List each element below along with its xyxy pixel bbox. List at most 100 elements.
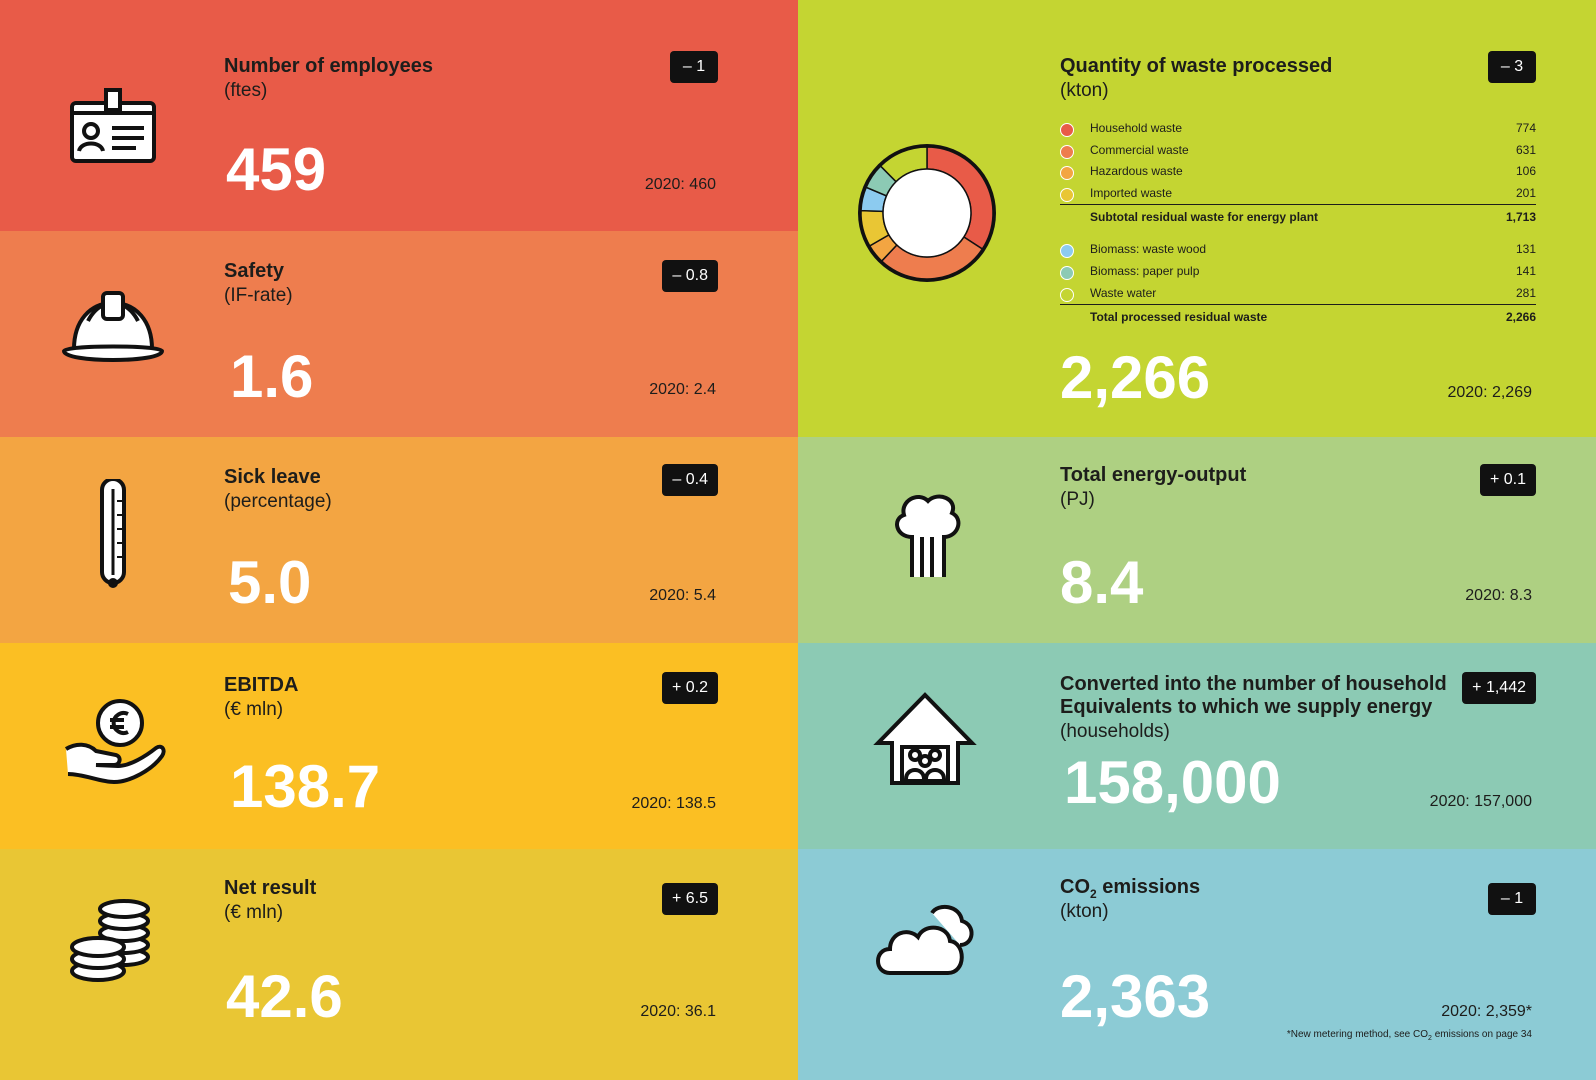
- net-result-prev: 2020: 36.1: [640, 1003, 716, 1020]
- co2-note-b: emissions on page 34: [1431, 1029, 1532, 1040]
- legend-dot: [1060, 123, 1074, 137]
- households-title-line1: Converted into the number of household: [1060, 673, 1447, 695]
- legend-label: Waste water: [1090, 285, 1157, 300]
- coins-icon: [58, 889, 168, 999]
- legend-row-waste-wood: Biomass: waste wood 131: [1060, 239, 1536, 261]
- legend-label: Imported waste: [1090, 185, 1173, 200]
- waste-donut-chart: [858, 144, 996, 282]
- net-result-panel: Net result (€ mln) + 6.5 42.6 2020: 36.1: [0, 849, 798, 1080]
- employees-unit: (ftes): [224, 80, 268, 101]
- waste-unit: (kton): [1060, 80, 1109, 101]
- employees-prev: 2020: 460: [644, 176, 716, 193]
- co2-title-main: CO: [1060, 876, 1090, 898]
- safety-change-badge: – 0.8: [662, 260, 718, 292]
- legend-dot: [1060, 287, 1074, 302]
- ebitda-title: EBITDA: [224, 674, 299, 696]
- co2-change-badge: – 1: [1488, 883, 1536, 915]
- households-title-line2: Equivalents to which we supply energy: [1060, 696, 1433, 718]
- co2-title: CO2 emissions: [1060, 875, 1200, 906]
- legend-dot: [1060, 187, 1074, 202]
- households-value: 158,000: [1064, 749, 1281, 816]
- households-prev: 2020: 157,000: [1429, 793, 1532, 810]
- legend-dot: [1060, 265, 1074, 280]
- ebitda-unit: (€ mln): [224, 699, 284, 720]
- sick-leave-prev: 2020: 5.4: [649, 587, 716, 604]
- legend-dot: [1060, 144, 1074, 159]
- net-result-value: 42.6: [226, 963, 343, 1030]
- net-result-unit: (€ mln): [224, 902, 284, 923]
- ebitda-value: 138.7: [230, 753, 381, 820]
- id-badge-icon: [58, 78, 168, 188]
- households-panel: Converted into the number of household E…: [798, 643, 1596, 849]
- employees-value: 459: [226, 136, 327, 203]
- total-label: Total processed residual waste: [1090, 310, 1268, 325]
- co2-title-sub: 2: [1090, 887, 1097, 901]
- safety-title: Safety: [224, 260, 285, 282]
- co2-value: 2,363: [1060, 963, 1211, 1030]
- legend-label: Hazardous waste: [1090, 164, 1183, 179]
- households-change-badge: + 1,442: [1462, 672, 1536, 704]
- co2-panel: CO2 emissions (kton) – 1 2,363 2020: 2,3…: [798, 849, 1596, 1080]
- energy-value: 8.4: [1060, 549, 1144, 616]
- house-family-icon: [870, 689, 980, 799]
- energy-panel: Total energy-output (PJ) + 0.1 8.4 2020:…: [798, 437, 1596, 643]
- co2-title-rest: emissions: [1096, 876, 1201, 898]
- legend-row-commercial: Commercial waste 631: [1060, 140, 1536, 162]
- legend-value: 774: [1515, 121, 1536, 135]
- legend-label: Biomass: waste wood: [1090, 242, 1207, 257]
- legend-row-hazardous: Hazardous waste 106: [1060, 161, 1536, 183]
- legend-dot: [1060, 244, 1074, 259]
- total-value: 2,266: [1505, 310, 1536, 325]
- waste-value: 2,266: [1060, 344, 1211, 411]
- legend-value: 106: [1515, 164, 1536, 179]
- employees-panel: Number of employees (ftes) – 1 459 2020:…: [0, 0, 798, 231]
- sick-leave-panel: Sick leave (percentage) – 0.4 5.0 2020: …: [0, 437, 798, 643]
- sick-leave-change-badge: – 0.4: [662, 464, 718, 496]
- legend-row-waste-water: Waste water 281: [1060, 283, 1536, 305]
- households-unit: (households): [1060, 721, 1170, 742]
- waste-legend: Household waste 774 Commercial waste 631 H…: [1060, 118, 1536, 329]
- legend-label: Household waste: [1090, 121, 1183, 135]
- ebitda-change-badge: + 0.2: [661, 672, 718, 704]
- sick-leave-value: 5.0: [228, 549, 312, 616]
- safety-prev: 2020: 2.4: [649, 381, 716, 398]
- legend-value: 281: [1515, 285, 1536, 300]
- donut-hole: [882, 168, 972, 258]
- waste-title: Quantity of waste processed: [1060, 55, 1333, 77]
- legend-subtotal: Subtotal residual waste for energy plant…: [1060, 204, 1536, 229]
- co2-note-sub: 2: [1428, 1035, 1432, 1042]
- co2-footnote: *New metering method, see CO2 emissions …: [1287, 1029, 1532, 1042]
- net-result-change-badge: + 6.5: [661, 883, 718, 915]
- legend-value: 631: [1515, 142, 1536, 157]
- employees-change-badge: – 1: [670, 51, 718, 83]
- energy-unit: (PJ): [1060, 489, 1095, 510]
- steam-icon: [870, 477, 980, 587]
- cloud-icon: [870, 889, 980, 999]
- energy-title: Total energy-output: [1060, 464, 1247, 486]
- legend-dot: [1060, 166, 1074, 181]
- energy-change-badge: + 0.1: [1479, 464, 1536, 496]
- sick-leave-title: Sick leave: [224, 466, 321, 488]
- employees-title: Number of employees: [224, 55, 433, 77]
- legend-row-household: Household waste 774: [1060, 118, 1536, 140]
- net-result-title: Net result: [224, 877, 317, 899]
- co2-prev: 2020: 2,359*: [1441, 1003, 1532, 1020]
- safety-panel: Safety (IF-rate) – 0.8 1.6 2020: 2.4: [0, 231, 798, 437]
- co2-note-a: *New metering method, see CO: [1286, 1029, 1429, 1040]
- legend-row-paper-pulp: Biomass: paper pulp 141: [1060, 261, 1536, 283]
- waste-change-badge: – 3: [1488, 51, 1536, 83]
- safety-unit: (IF-rate): [224, 285, 293, 306]
- hard-hat-icon: [58, 271, 168, 381]
- legend-label: Biomass: paper pulp: [1090, 263, 1200, 278]
- legend-label: Commercial waste: [1090, 142, 1189, 157]
- legend-value: 131: [1515, 242, 1536, 257]
- energy-prev: 2020: 8.3: [1465, 587, 1532, 604]
- waste-prev: 2020: 2,269: [1447, 384, 1532, 401]
- subtotal-value: 1,713: [1505, 210, 1536, 225]
- legend-row-imported: Imported waste 201: [1060, 183, 1536, 205]
- subtotal-label: Subtotal residual waste for energy plant: [1090, 210, 1319, 225]
- legend-total: Total processed residual waste 2,266: [1060, 304, 1536, 329]
- legend-value: 141: [1515, 263, 1536, 278]
- safety-value: 1.6: [230, 343, 314, 410]
- ebitda-panel: EBITDA (€ mln) + 0.2 138.7 2020: 138.5: [0, 643, 798, 849]
